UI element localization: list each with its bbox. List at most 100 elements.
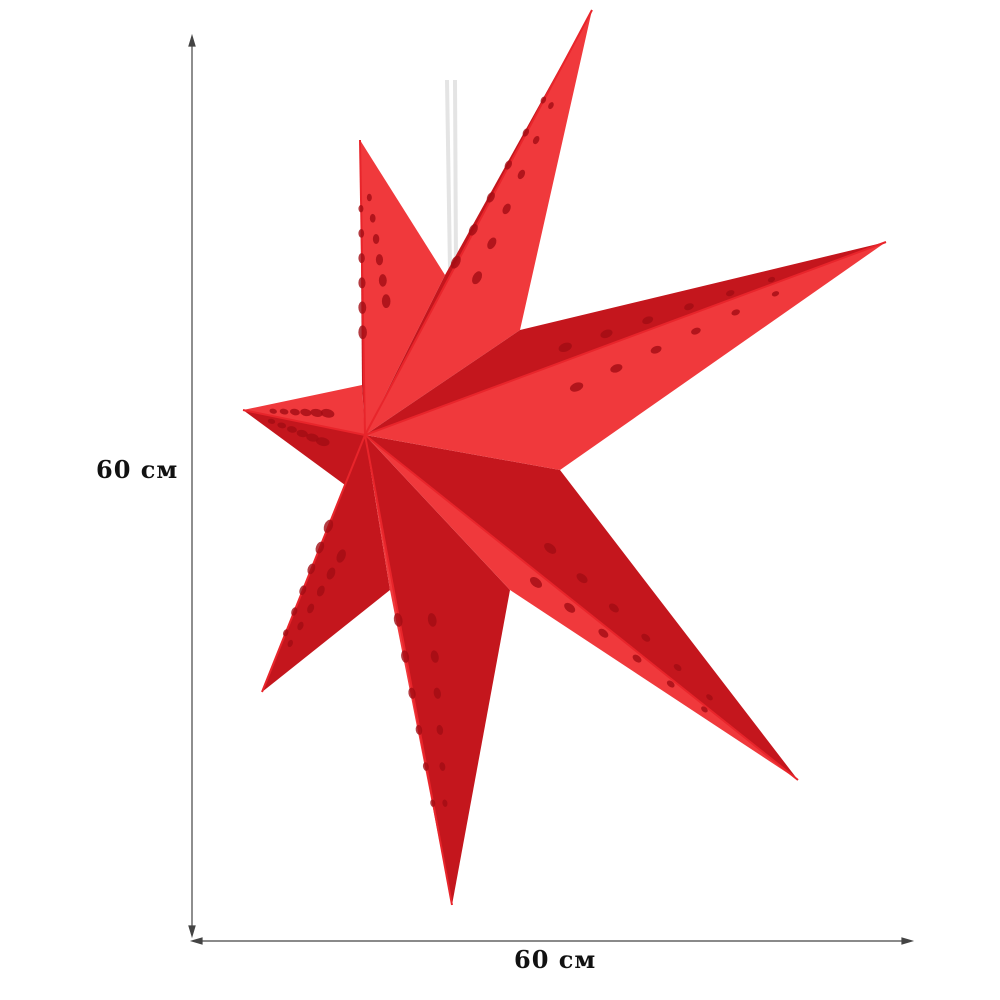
star-arm-facet [365, 435, 510, 905]
decorative-cutout [289, 408, 300, 416]
decorative-cutout [569, 382, 584, 392]
star-arm-facet [262, 435, 390, 692]
decorative-cutout [336, 549, 346, 563]
decorative-cutout [267, 418, 276, 424]
decorative-cutout [433, 687, 441, 699]
decorative-cutout [320, 408, 335, 418]
height-dimension-line [188, 33, 196, 939]
decorative-cutout [564, 602, 576, 613]
star-arm-ridge [364, 434, 799, 781]
decorative-cutout [393, 613, 403, 627]
paper-star-lantern [242, 9, 887, 906]
decorative-cutout [369, 213, 376, 223]
decorative-cutout [436, 724, 444, 735]
decorative-cutout [608, 603, 619, 613]
decorative-cutout [279, 408, 289, 415]
decorative-cutout [358, 204, 364, 213]
star-arm-ridge [364, 9, 593, 436]
decorative-cutout [307, 563, 316, 575]
decorative-cutout [427, 613, 437, 627]
decorative-cutout [415, 724, 423, 735]
decorative-cutout [381, 294, 391, 309]
decorative-cutout [642, 316, 654, 325]
decorative-cutout [296, 429, 308, 438]
decorative-cutout [430, 799, 436, 807]
decorative-cutout [487, 237, 497, 250]
star-arm-facet [365, 242, 886, 470]
decorative-cutout [300, 408, 312, 417]
decorative-cutout [731, 309, 740, 316]
decorative-cutout [706, 694, 713, 701]
decorative-cutout [650, 345, 662, 354]
decorative-cutout [767, 276, 776, 283]
height-label: 60 см [96, 455, 179, 484]
decorative-cutout [725, 290, 735, 297]
decorative-cutout [502, 203, 511, 215]
star-arm-ridge [364, 434, 453, 906]
star-arm-facet [360, 140, 445, 435]
decorative-cutout [358, 229, 365, 238]
decorative-cutout [358, 277, 366, 289]
decorative-cutout [691, 327, 701, 335]
decorative-cutout [544, 542, 557, 554]
decorative-cutout [372, 233, 380, 244]
decorative-cutout [517, 169, 526, 180]
decorative-cutout [558, 342, 572, 353]
decorative-cutout [632, 654, 642, 663]
decorative-cutout [439, 762, 446, 771]
decorative-cutout [283, 629, 289, 637]
decorative-cutout [771, 291, 780, 297]
decorative-cutout [666, 680, 675, 688]
decorative-cutout [287, 639, 293, 648]
decorative-cutout [610, 364, 623, 373]
star-arm-ridge [364, 241, 887, 436]
decorative-cutout [358, 325, 367, 340]
decorative-cutout [315, 437, 330, 447]
decorative-cutout [306, 433, 319, 442]
decorative-cutout [269, 408, 277, 414]
width-label: 60 см [514, 945, 597, 974]
decorative-cutout [600, 329, 613, 339]
decorative-cutout [522, 128, 530, 137]
decorative-cutout [315, 541, 325, 554]
decorative-cutout [316, 585, 325, 597]
decorative-cutout [548, 102, 554, 110]
decorative-cutout [576, 573, 588, 584]
decorative-cutout [422, 762, 429, 771]
decorative-cutout [641, 633, 651, 642]
decorative-cutout [297, 621, 304, 631]
decorative-cutout [375, 254, 384, 266]
hanging-string [445, 79, 458, 271]
decorative-cutout [504, 160, 513, 170]
decorative-cutout [468, 223, 478, 236]
star-arm-ridge [242, 409, 366, 436]
width-dimension-line [189, 937, 915, 945]
decorative-cutout [287, 426, 297, 433]
decorative-cutout [358, 301, 367, 314]
decorative-cutout [277, 422, 287, 429]
decorative-cutout [684, 303, 694, 311]
decorative-cutout [450, 255, 461, 269]
star-arm-ridge [261, 434, 366, 693]
decorative-cutout [442, 799, 448, 807]
decorative-cutout [532, 135, 540, 145]
decorative-cutout [310, 408, 323, 417]
decorative-cutout [307, 603, 315, 614]
decorative-cutout [358, 253, 365, 264]
decorative-cutout [701, 706, 708, 713]
decorative-cutout [529, 576, 543, 588]
decorative-cutout [472, 271, 483, 285]
decorative-cutout [486, 192, 495, 203]
decorative-cutout [408, 687, 416, 699]
decorative-cutout [326, 567, 336, 580]
decorative-cutout [430, 650, 439, 663]
decorative-cutout [401, 650, 410, 663]
decorative-cutout [291, 607, 298, 616]
decorative-cutout [299, 585, 307, 595]
decorative-cutout [673, 663, 682, 672]
decorative-cutout [598, 628, 609, 638]
decorative-cutout [378, 274, 387, 287]
decorative-cutout [323, 519, 334, 533]
decorative-cutout [540, 96, 547, 104]
